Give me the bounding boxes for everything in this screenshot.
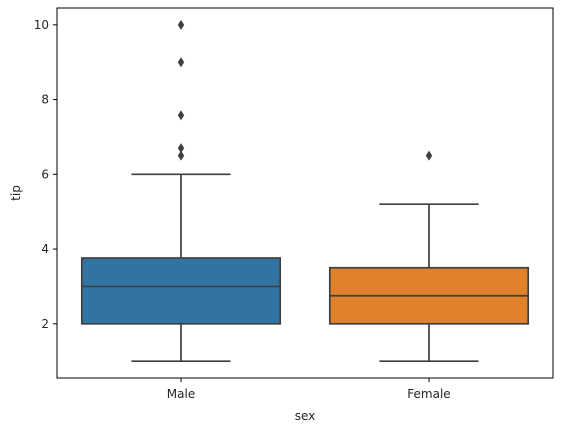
outlier-male-2	[177, 110, 185, 121]
x-axis: Male Female	[167, 378, 451, 401]
outlier-male-0	[177, 150, 185, 161]
y-tick-label-6: 6	[41, 167, 49, 181]
y-axis-label: tip	[9, 185, 23, 201]
box-group-male	[80, 19, 282, 363]
x-axis-label: sex	[295, 409, 316, 423]
outlier-male-3	[177, 57, 185, 68]
box-male	[80, 257, 282, 325]
y-tick-label-10: 10	[34, 18, 49, 32]
y-tick-label-4: 4	[41, 242, 49, 256]
y-axis: 2 4 6 8 10	[34, 18, 57, 331]
plot-frame	[56, 7, 554, 379]
plot-marks	[80, 19, 530, 363]
outlier-male-4	[177, 19, 185, 30]
x-tick-label-male: Male	[167, 387, 195, 401]
y-tick-label-8: 8	[41, 93, 49, 107]
outlier-male-1	[177, 143, 185, 154]
box-group-female	[328, 150, 530, 363]
y-tick-label-2: 2	[41, 317, 49, 331]
outlier-female-0	[425, 150, 433, 161]
x-tick-label-female: Female	[407, 387, 450, 401]
